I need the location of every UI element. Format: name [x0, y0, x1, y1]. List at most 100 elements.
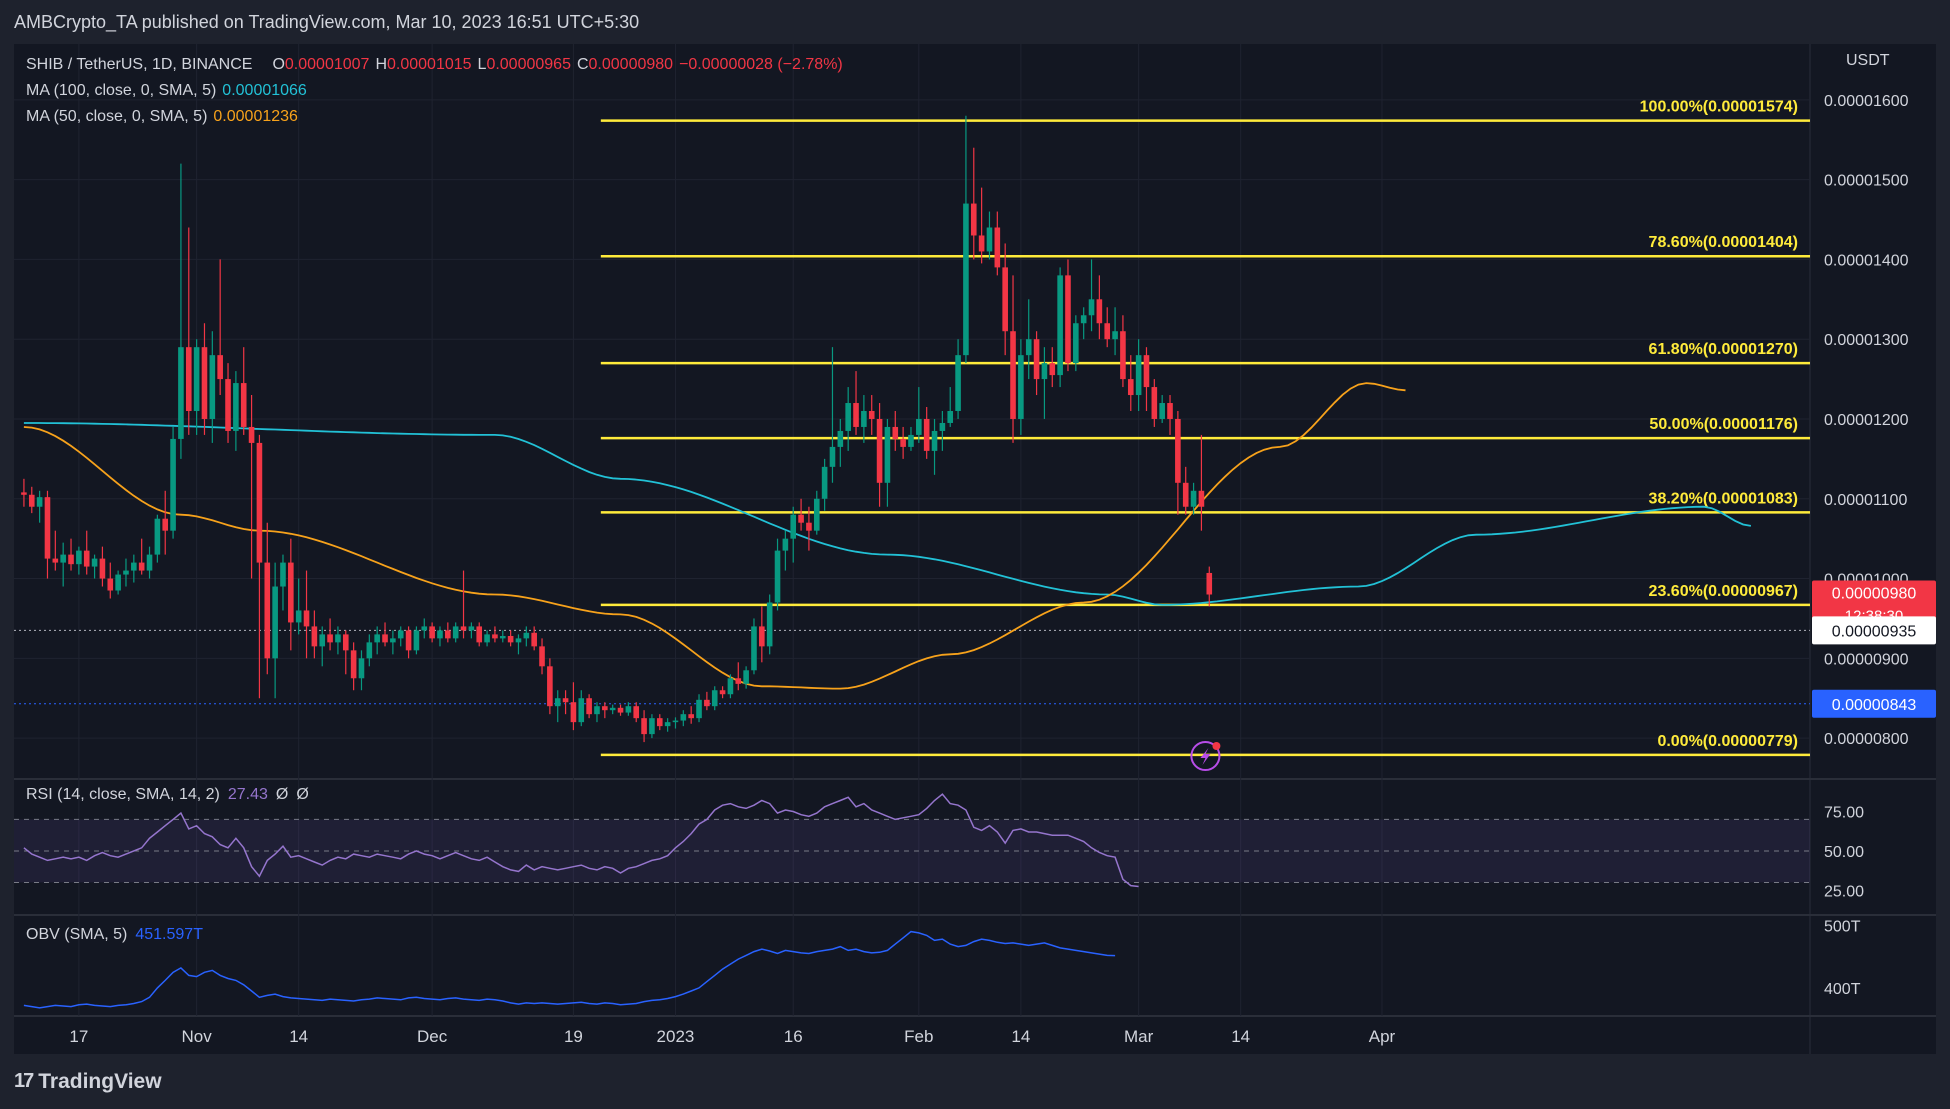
candle-body[interactable]	[217, 355, 223, 380]
candle-body[interactable]	[154, 518, 161, 555]
obv-legend[interactable]: OBV (SMA, 5) 451.597T	[26, 926, 203, 944]
candle-body[interactable]	[743, 670, 749, 684]
candle-body[interactable]	[609, 707, 616, 711]
candle-body[interactable]	[531, 632, 537, 647]
candle-body[interactable]	[688, 714, 694, 719]
candle-body[interactable]	[649, 718, 655, 735]
candle-body[interactable]	[366, 642, 373, 659]
candle-body[interactable]	[303, 610, 310, 627]
candle-body[interactable]	[374, 634, 380, 643]
candle-body[interactable]	[539, 646, 545, 667]
candle-body[interactable]	[83, 550, 90, 567]
candle-body[interactable]	[319, 634, 326, 647]
candle-body[interactable]	[853, 403, 859, 427]
candle-body[interactable]	[233, 383, 239, 431]
candle-body[interactable]	[986, 227, 993, 252]
candle-body[interactable]	[1041, 363, 1048, 380]
candle-body[interactable]	[916, 418, 922, 435]
candle-body[interactable]	[1025, 339, 1032, 356]
candle-body[interactable]	[107, 578, 114, 591]
symbol-label[interactable]: SHIB / TetherUS, 1D, BINANCE	[26, 56, 253, 73]
candle-body[interactable]	[578, 698, 585, 723]
candle-body[interactable]	[342, 634, 349, 651]
candle-body[interactable]	[44, 497, 51, 559]
candle-body[interactable]	[445, 630, 451, 639]
candle-body[interactable]	[994, 227, 1001, 268]
candle-body[interactable]	[358, 658, 365, 679]
candle-body[interactable]	[248, 426, 255, 443]
ma100-line[interactable]	[23, 422, 1752, 606]
candle-body[interactable]	[1018, 355, 1024, 419]
lightning-icon[interactable]	[1190, 741, 1221, 771]
obv-line[interactable]	[23, 930, 1116, 1009]
candle-body[interactable]	[185, 347, 192, 411]
candle-body[interactable]	[264, 562, 271, 659]
candle-body[interactable]	[272, 586, 278, 659]
candle-body[interactable]	[1096, 299, 1103, 324]
candle-body[interactable]	[21, 492, 27, 495]
candle-body[interactable]	[390, 638, 396, 643]
candle-body[interactable]	[759, 626, 765, 647]
rsi-legend[interactable]: RSI (14, close, SMA, 14, 2) 27.43 Ø Ø	[26, 786, 309, 804]
candle-body[interactable]	[68, 554, 74, 565]
candle-body[interactable]	[76, 550, 82, 565]
candle-body[interactable]	[798, 514, 804, 523]
candle-body[interactable]	[397, 630, 404, 639]
candle-body[interactable]	[28, 494, 35, 507]
candle-body[interactable]	[837, 430, 844, 447]
candle-body[interactable]	[711, 690, 718, 707]
rsi-line[interactable]	[23, 793, 1139, 888]
candle-body[interactable]	[311, 626, 318, 647]
level-badge-white[interactable]	[1812, 616, 1936, 645]
candle-body[interactable]	[327, 634, 333, 643]
candle-body[interactable]	[1198, 490, 1205, 507]
candle-body[interactable]	[138, 562, 145, 571]
candle-body[interactable]	[468, 626, 475, 631]
candle-body[interactable]	[633, 706, 640, 719]
candle-body[interactable]	[146, 554, 153, 571]
candle-body[interactable]	[99, 558, 106, 579]
candle-body[interactable]	[625, 706, 632, 713]
candle-body[interactable]	[586, 698, 592, 715]
chart-svg[interactable]: 17 Nov 14 Dec 19 2023 16 Feb 14 Mar 14 Apr USDT 0.000…	[14, 44, 1936, 1054]
candle-body[interactable]	[240, 383, 247, 427]
chart-container[interactable]: 17 Nov 14 Dec 19 2023 16 Feb 14 Mar 14 Apr USDT 0.000…	[14, 44, 1936, 1054]
candle-body[interactable]	[1135, 355, 1142, 396]
candle-body[interactable]	[162, 518, 169, 531]
candle-body[interactable]	[1182, 482, 1189, 507]
candle-body[interactable]	[845, 403, 851, 431]
candle-body[interactable]	[1143, 355, 1150, 388]
candle-body[interactable]	[931, 430, 938, 451]
candle-body[interactable]	[1049, 363, 1056, 376]
candle-body[interactable]	[178, 347, 184, 439]
candle-body[interactable]	[602, 706, 608, 711]
candle-body[interactable]	[492, 634, 498, 639]
candle-body[interactable]	[829, 446, 836, 467]
candle-body[interactable]	[460, 626, 467, 631]
candle-body[interactable]	[123, 570, 129, 575]
candle-body[interactable]	[641, 718, 647, 735]
level-badge-blue[interactable]	[1812, 689, 1936, 718]
candle-body[interactable]	[201, 347, 208, 419]
candle-body[interactable]	[617, 707, 624, 713]
candle-body[interactable]	[727, 678, 734, 695]
candle-body[interactable]	[225, 379, 231, 431]
candle-body[interactable]	[437, 630, 443, 639]
price-axis-panel[interactable]	[1810, 44, 1936, 1054]
candle-body[interactable]	[782, 538, 789, 551]
candle-body[interactable]	[884, 426, 891, 483]
candle-body[interactable]	[1112, 331, 1118, 340]
candle-body[interactable]	[774, 550, 781, 603]
candle-body[interactable]	[868, 411, 875, 419]
candle-body[interactable]	[429, 626, 435, 639]
candle-body[interactable]	[923, 418, 930, 451]
candle-body[interactable]	[499, 635, 506, 639]
candle-body[interactable]	[1010, 331, 1016, 419]
candle-body[interactable]	[36, 497, 43, 507]
candle-body[interactable]	[131, 562, 137, 571]
candle-body[interactable]	[1088, 299, 1095, 316]
candle-body[interactable]	[115, 574, 121, 591]
candle-body[interactable]	[1206, 572, 1213, 595]
candle-body[interactable]	[963, 203, 969, 356]
candle-body[interactable]	[664, 722, 671, 727]
